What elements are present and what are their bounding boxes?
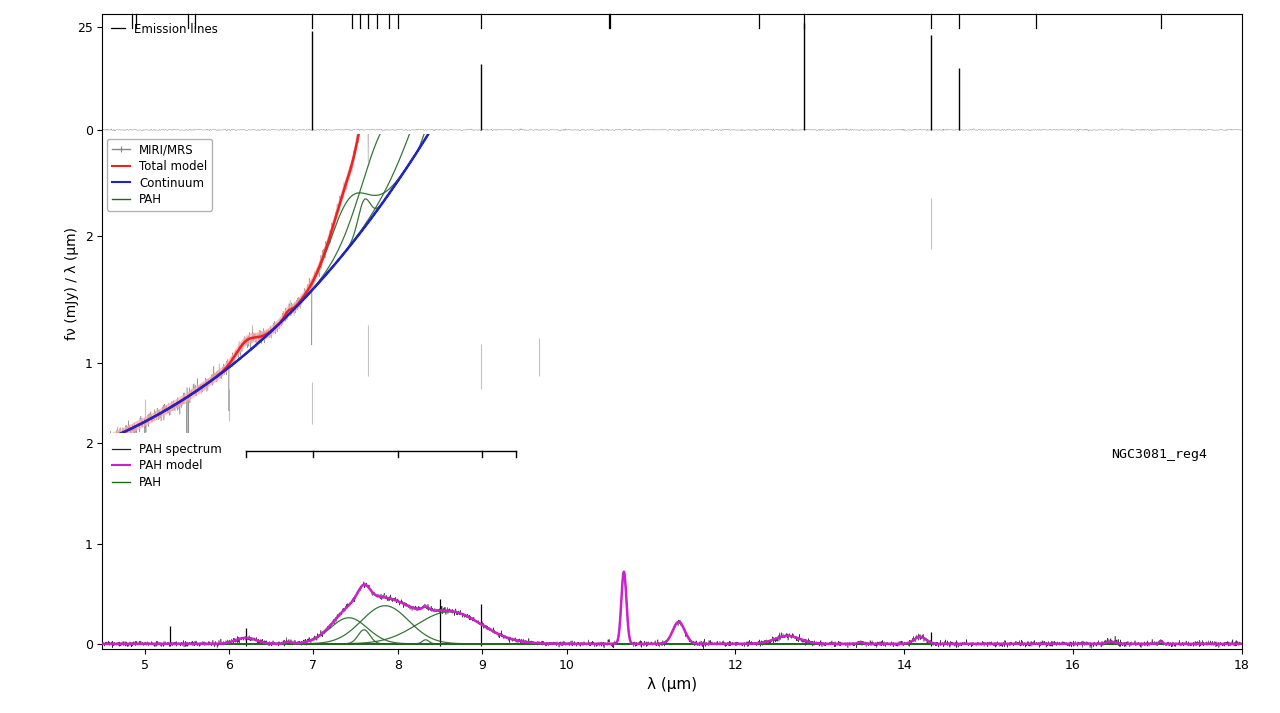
X-axis label: λ (μm): λ (μm): [646, 677, 698, 692]
Legend: PAH spectrum, PAH model, PAH: PAH spectrum, PAH model, PAH: [108, 438, 227, 493]
Legend: MIRI/MRS, Total model, Continuum, PAH: MIRI/MRS, Total model, Continuum, PAH: [108, 139, 212, 211]
Legend: Emission lines: Emission lines: [106, 18, 223, 40]
Y-axis label: fν (mJy) / λ (μm): fν (mJy) / λ (μm): [65, 227, 79, 340]
Text: NGC3081_reg4: NGC3081_reg4: [1111, 448, 1207, 461]
